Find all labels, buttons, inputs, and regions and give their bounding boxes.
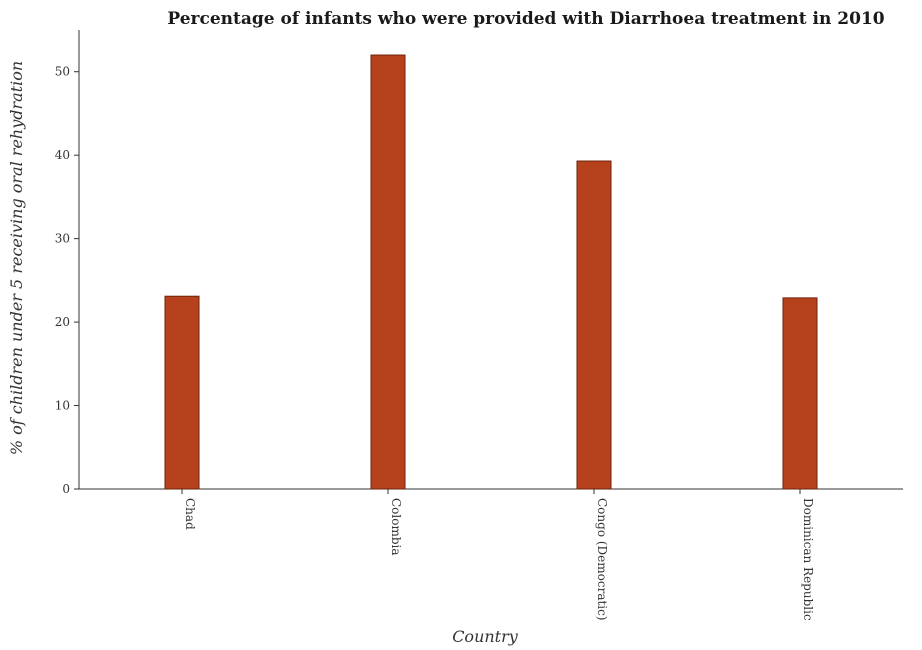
bar-dominican-republic [782,297,818,490]
y-tick-label: 30 [55,232,70,246]
x-axis-ticks: Chad Colombia Congo (Democratic) Dominican … [181,489,815,621]
bar-chad [164,295,200,490]
x-tick-label: Dominican Republic [801,498,815,621]
bar-congo-democratic [576,160,612,490]
y-tick-label: 10 [55,399,70,413]
x-axis-label: Country [452,627,519,646]
x-tick-label: Colombia [389,498,403,556]
chart-title: Percentage of infants who were provided … [167,9,884,29]
x-tick-label: Congo (Democratic) [595,498,609,621]
y-axis-ticks: 0 10 20 30 40 50 [55,65,79,496]
bars [164,54,818,490]
y-axis-label: % of children under 5 receiving oral reh… [7,61,26,455]
y-tick-label: 40 [55,148,70,162]
y-tick-label: 0 [62,482,70,496]
bar-colombia [370,54,406,490]
y-tick-label: 50 [55,65,70,79]
y-tick-label: 20 [55,315,70,329]
x-tick-label: Chad [183,498,197,530]
